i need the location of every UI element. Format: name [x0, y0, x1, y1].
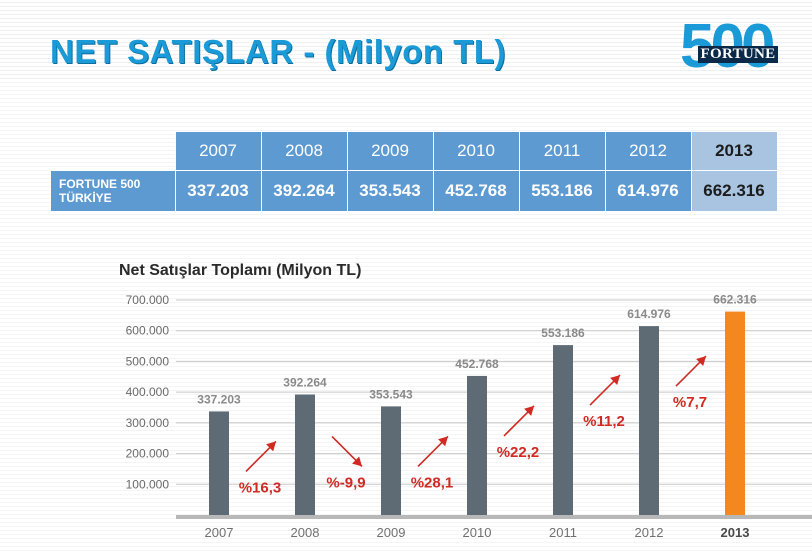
table-year-header: 2008 — [260, 131, 348, 171]
table-year-header: 2009 — [346, 131, 434, 171]
page-title: NET SATIŞLAR - (Milyon TL) — [50, 33, 507, 70]
growth-label: %22,2 — [497, 444, 540, 461]
growth-label: %7,7 — [673, 394, 707, 411]
y-tick-label: 100.000 — [126, 477, 170, 491]
growth-arrow-head — [266, 441, 276, 452]
x-tick-label: 2010 — [463, 525, 492, 540]
x-tick-label: 2008 — [291, 525, 320, 540]
y-tick-label: 400.000 — [126, 385, 170, 399]
header-background — [0, 0, 812, 82]
table-row: FORTUNE 500 TÜRKİYE 337.203 392.264 353.… — [50, 170, 778, 212]
bar-value-label: 392.264 — [283, 376, 327, 390]
x-axis-line — [176, 515, 812, 519]
table-year-header: 2011 — [518, 131, 606, 171]
bar-value-label: 353.543 — [369, 387, 413, 401]
growth-label: %11,2 — [583, 413, 625, 430]
table-cell: 392.264 — [260, 170, 348, 212]
growth-arrow-head — [352, 456, 362, 467]
chart-title: Net Satışlar Toplamı (Milyon TL) — [119, 262, 362, 279]
bar-value-label: 452.768 — [455, 357, 499, 371]
bar — [639, 326, 659, 515]
table-year-header: 2012 — [604, 131, 692, 171]
table-header-row: 2007 2008 2009 2010 2011 2012 2013 — [51, 131, 778, 171]
x-tick-label: 2011 — [549, 525, 577, 540]
bar — [725, 311, 745, 515]
table-year-header: 2007 — [174, 131, 262, 171]
x-tick-label: 2013 — [721, 525, 750, 540]
table-cell: 553.186 — [518, 170, 606, 212]
table-year-header: 2010 — [432, 131, 520, 171]
y-tick-label: 700.000 — [126, 293, 170, 307]
growth-arrow-head — [696, 356, 706, 367]
growth-arrow-head — [524, 405, 534, 416]
table-row-label-line2: TÜRKİYE — [59, 191, 112, 205]
y-tick-label: 300.000 — [126, 416, 170, 430]
growth-label: %16,3 — [239, 479, 282, 496]
table-row-label: FORTUNE 500 TÜRKİYE — [50, 170, 176, 212]
table-cell: 353.543 — [346, 170, 434, 212]
bar — [467, 375, 487, 515]
table-cell-highlight: 662.316 — [690, 170, 778, 212]
y-tick-label: 500.000 — [126, 354, 170, 368]
x-tick-label: 2007 — [205, 525, 234, 540]
growth-arrow-head — [438, 436, 448, 447]
table-cell: 614.976 — [604, 170, 692, 212]
bar — [209, 411, 229, 515]
bar — [295, 394, 315, 515]
growth-label: %-9,9 — [326, 474, 365, 491]
bar — [553, 345, 573, 515]
bar-value-label: 553.186 — [541, 326, 585, 340]
bar-value-label: 337.203 — [197, 392, 241, 406]
bar-value-label: 614.976 — [627, 307, 671, 321]
sales-table: 2007 2008 2009 2010 2011 2012 2013 FORTU… — [50, 131, 778, 212]
x-tick-label: 2009 — [377, 525, 406, 540]
growth-label: %28,1 — [411, 474, 454, 491]
growth-arrow-head — [610, 375, 620, 385]
y-tick-label: 600.000 — [126, 324, 170, 338]
table-year-header-highlight: 2013 — [690, 131, 778, 171]
table-cell: 337.203 — [174, 170, 262, 212]
bar-value-label: 662.316 — [713, 293, 757, 307]
table-row-label-line1: FORTUNE 500 — [59, 177, 141, 191]
logo-word: FORTUNE — [698, 46, 778, 63]
y-tick-label: 200.000 — [126, 447, 170, 461]
fortune-500-logo: 500 FORTUNE — [680, 16, 780, 78]
bar — [381, 406, 401, 515]
x-tick-label: 2012 — [635, 525, 664, 540]
